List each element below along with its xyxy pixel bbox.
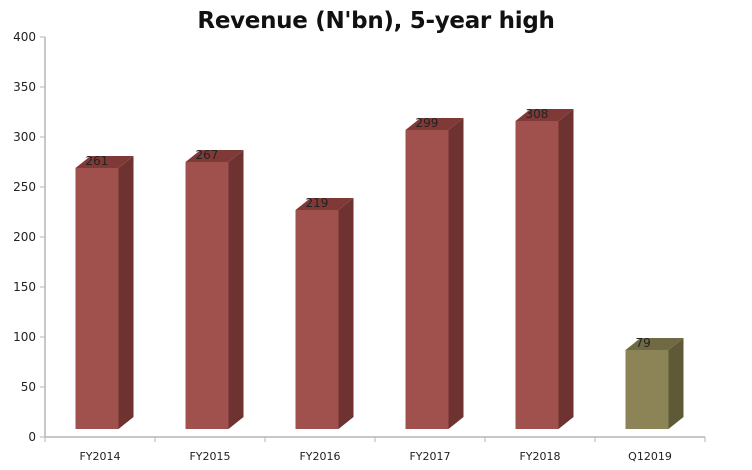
y-tick-label: 200: [13, 230, 36, 244]
labels: 261 FY2014 267 FY2015 219 FY2016 299 FY2017 308 F…: [79, 107, 671, 463]
value-label: 261: [86, 154, 109, 168]
bar-top: [295, 198, 354, 210]
bar-side: [228, 150, 244, 429]
bar-front: [625, 350, 669, 429]
value-label: 219: [306, 196, 329, 210]
bar-front: [405, 130, 449, 429]
y-tick-label: 350: [13, 80, 36, 94]
bar-fy2018: [515, 109, 574, 429]
y-tick-label: 150: [13, 280, 36, 294]
bar-top: [625, 338, 684, 350]
bar-q12019: [625, 338, 684, 429]
bar-fy2016: [295, 198, 354, 429]
bar-fy2014: [75, 156, 134, 429]
bar-side: [338, 198, 354, 429]
bar-front: [75, 168, 119, 429]
bar-top: [515, 109, 574, 121]
bar-top: [185, 150, 244, 162]
x-category-label: FY2014: [79, 450, 120, 463]
x-category-label: FY2015: [189, 450, 230, 463]
bar-front: [515, 121, 559, 429]
chart-title: Revenue (N'bn), 5-year high: [197, 8, 555, 34]
bar-front: [295, 210, 339, 429]
y-tick-label: 100: [13, 330, 36, 344]
value-label: 308: [526, 107, 549, 121]
y-tick-label: 300: [13, 130, 36, 144]
value-label: 267: [196, 148, 219, 162]
bar-side: [118, 156, 134, 429]
bar-fy2017: [405, 118, 464, 429]
x-category-label: FY2017: [409, 450, 450, 463]
y-tick-label: 0: [28, 430, 36, 444]
x-category-label: FY2016: [299, 450, 340, 463]
x-category-label: FY2018: [519, 450, 560, 463]
value-label: 79: [636, 336, 651, 350]
bar-side: [668, 338, 684, 429]
y-tick-label: 400: [13, 30, 36, 44]
bar-front: [185, 162, 229, 429]
bar-fy2015: [185, 150, 244, 429]
y-tick-label: 50: [21, 380, 36, 394]
axes: 0 50 100 150 200 250 300 350 400: [13, 30, 706, 444]
bar-side: [558, 109, 574, 429]
bars: [75, 109, 684, 429]
bar-top: [405, 118, 464, 130]
value-label: 299: [416, 116, 439, 130]
bar-side: [448, 118, 464, 429]
bar-top: [75, 156, 134, 168]
x-category-label: Q12019: [628, 450, 672, 463]
y-tick-label: 250: [13, 180, 36, 194]
